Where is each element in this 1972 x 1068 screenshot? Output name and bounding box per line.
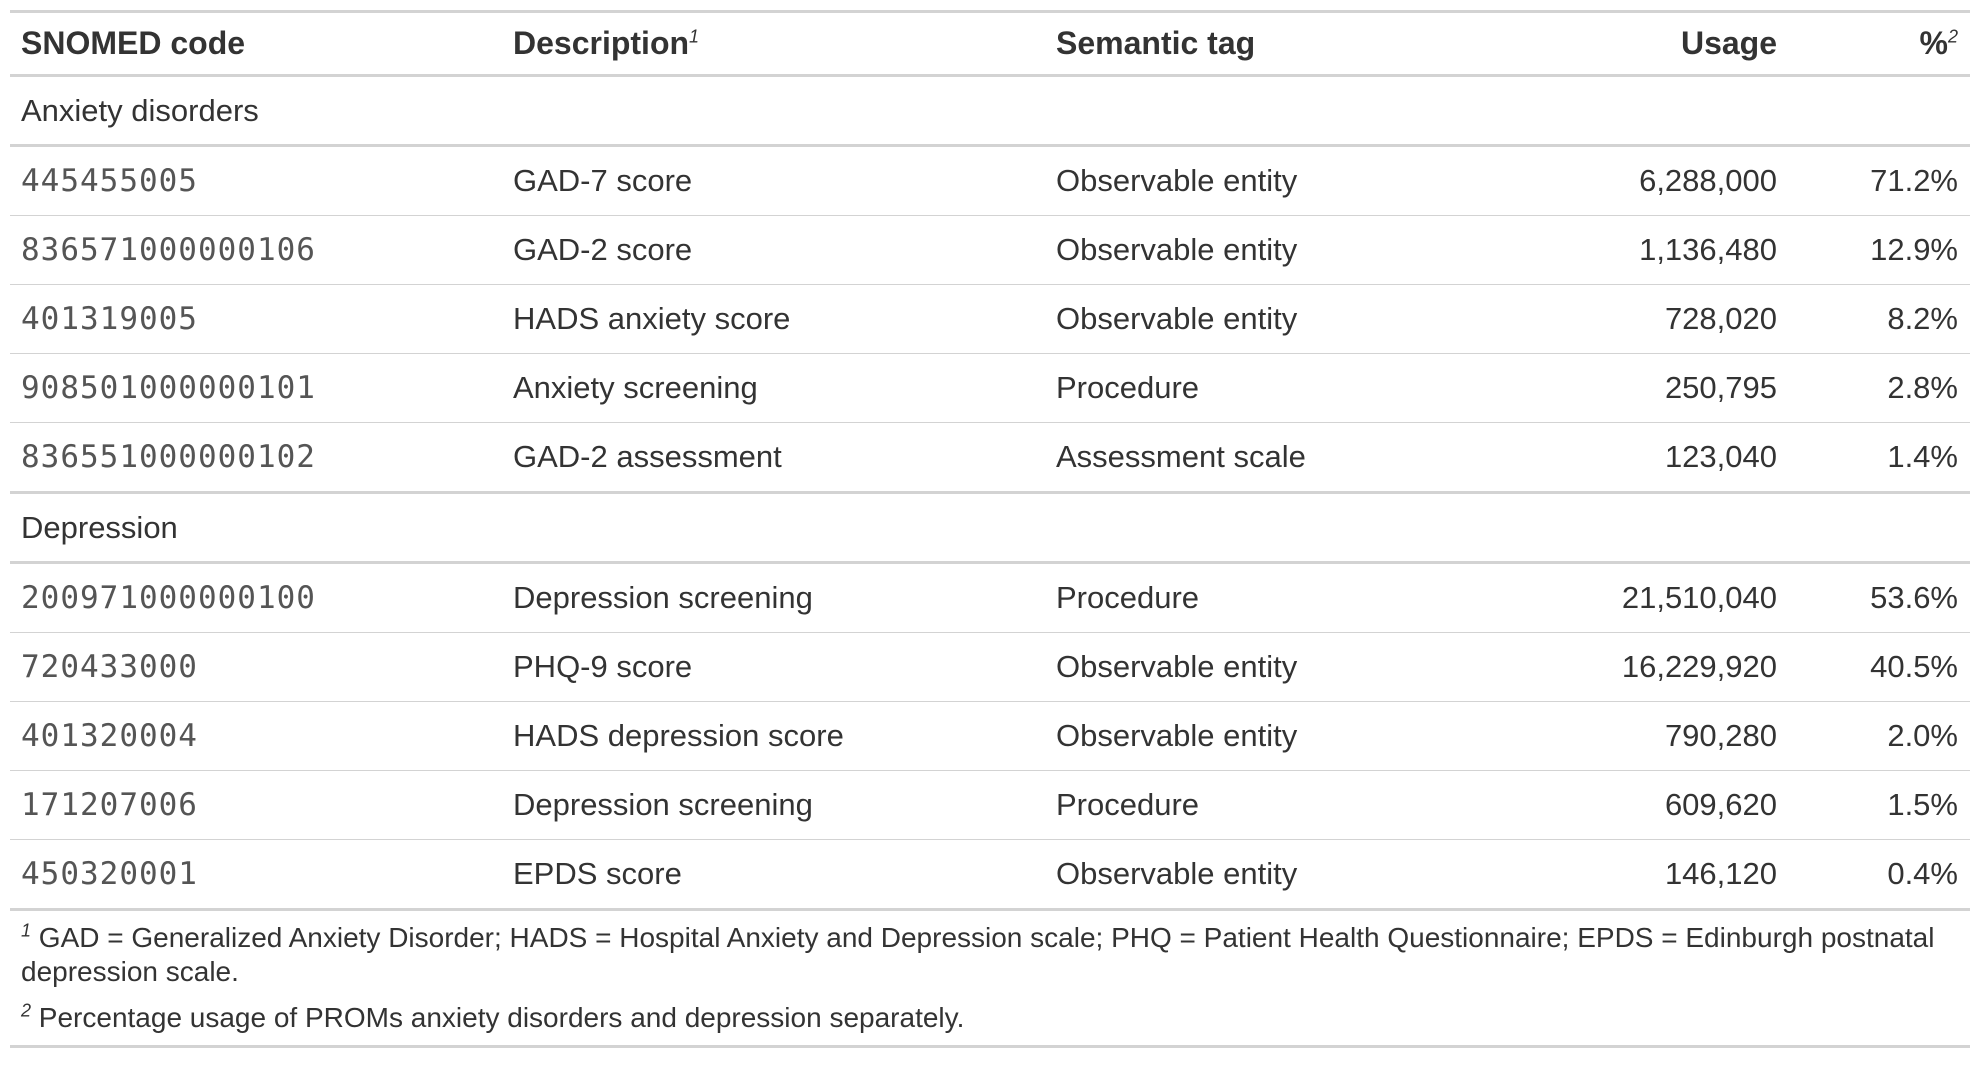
cell-percent: 0.4% (1789, 839, 1970, 911)
table-row: 720433000 PHQ-9 score Observable entity 16,… (10, 632, 1970, 702)
cell-usage: 250,795 (1507, 353, 1789, 423)
cell-snomed-code: 171207006 (10, 770, 502, 840)
cell-semantic-tag: Observable entity (1045, 215, 1507, 285)
cell-usage: 609,620 (1507, 770, 1789, 840)
footnote-2-mark: 2 (21, 1000, 32, 1021)
cell-snomed-code: 720433000 (10, 632, 502, 702)
header-snomed-code: SNOMED code (10, 11, 502, 77)
cell-percent: 71.2% (1789, 145, 1970, 216)
cell-description: GAD-7 score (502, 145, 1045, 216)
cell-snomed-code: 450320001 (10, 839, 502, 911)
cell-usage: 16,229,920 (1507, 632, 1789, 702)
cell-semantic-tag: Procedure (1045, 770, 1507, 840)
footnote-1-text: GAD = Generalized Anxiety Disorder; HADS… (21, 922, 1935, 987)
table-container: SNOMED code Description1 Semantic tag Us… (10, 10, 1970, 1048)
cell-snomed-code: 908501000000101 (10, 353, 502, 423)
header-description: Description1 (502, 11, 1045, 77)
cell-semantic-tag: Observable entity (1045, 839, 1507, 911)
cell-semantic-tag: Procedure (1045, 562, 1507, 633)
cell-percent: 53.6% (1789, 562, 1970, 633)
group-row: Anxiety disorders (10, 75, 1970, 147)
table-row: 200971000000100 Depression screening Proce… (10, 562, 1970, 633)
table-row: 171207006 Depression screening Procedure 60… (10, 770, 1970, 840)
cell-snomed-code: 401319005 (10, 284, 502, 354)
table-row: 836551000000102 GAD-2 assessment Assessmen… (10, 422, 1970, 494)
footnote-2-text: Percentage usage of PROMs anxiety disord… (38, 1002, 965, 1033)
cell-semantic-tag: Observable entity (1045, 701, 1507, 771)
table-row: 450320001 EPDS score Observable entity 146,… (10, 839, 1970, 911)
cell-snomed-code: 401320004 (10, 701, 502, 771)
cell-usage: 790,280 (1507, 701, 1789, 771)
cell-description: EPDS score (502, 839, 1045, 911)
cell-semantic-tag: Procedure (1045, 353, 1507, 423)
cell-usage: 146,120 (1507, 839, 1789, 911)
table-row: 445455005 GAD-7 score Observable entity 6,2… (10, 145, 1970, 216)
cell-description: HADS depression score (502, 701, 1045, 771)
table-footnotes: 1 GAD = Generalized Anxiety Disorder; HA… (10, 910, 1970, 1047)
cell-semantic-tag: Observable entity (1045, 632, 1507, 702)
header-snomed-code-label: SNOMED code (21, 25, 246, 61)
cell-percent: 40.5% (1789, 632, 1970, 702)
group-label: Anxiety disorders (10, 75, 1970, 147)
cell-percent: 2.0% (1789, 701, 1970, 771)
cell-percent: 1.4% (1789, 422, 1970, 494)
cell-snomed-code: 836571000000106 (10, 215, 502, 285)
cell-semantic-tag: Observable entity (1045, 284, 1507, 354)
cell-semantic-tag: Assessment scale (1045, 422, 1507, 494)
footnote-1-mark: 1 (21, 920, 32, 941)
cell-usage: 1,136,480 (1507, 215, 1789, 285)
table-header: SNOMED code Description1 Semantic tag Us… (10, 11, 1970, 77)
header-usage: Usage (1507, 11, 1789, 77)
table-row: 401320004 HADS depression score Observable… (10, 701, 1970, 771)
cell-description: PHQ-9 score (502, 632, 1045, 702)
header-semantic-tag: Semantic tag (1045, 11, 1507, 77)
group-row: Depression (10, 492, 1970, 564)
header-description-label: Description (513, 25, 690, 61)
table-row: 908501000000101 Anxiety screening Procedur… (10, 353, 1970, 423)
table-body: Anxiety disorders 445455005 GAD-7 score Obs… (10, 75, 1970, 911)
cell-percent: 2.8% (1789, 353, 1970, 423)
footnote-row: 1 GAD = Generalized Anxiety Disorder; HA… (10, 910, 1970, 996)
cell-description: Depression screening (502, 562, 1045, 633)
footnote-2: 2 Percentage usage of PROMs anxiety diso… (10, 995, 1970, 1047)
footnote-mark-1: 1 (689, 26, 700, 47)
cell-usage: 21,510,040 (1507, 562, 1789, 633)
cell-description: Anxiety screening (502, 353, 1045, 423)
cell-description: HADS anxiety score (502, 284, 1045, 354)
footnote-mark-2: 2 (1947, 26, 1958, 47)
cell-snomed-code: 200971000000100 (10, 562, 502, 633)
cell-usage: 123,040 (1507, 422, 1789, 494)
cell-percent: 12.9% (1789, 215, 1970, 285)
cell-percent: 1.5% (1789, 770, 1970, 840)
cell-snomed-code: 836551000000102 (10, 422, 502, 494)
cell-description: GAD-2 score (502, 215, 1045, 285)
group-label: Depression (10, 492, 1970, 564)
table-row: 836571000000106 GAD-2 score Observable ent… (10, 215, 1970, 285)
header-percent-label: % (1919, 25, 1948, 61)
footnote-1: 1 GAD = Generalized Anxiety Disorder; HA… (10, 910, 1970, 996)
cell-percent: 8.2% (1789, 284, 1970, 354)
footnote-row: 2 Percentage usage of PROMs anxiety diso… (10, 995, 1970, 1047)
cell-description: Depression screening (502, 770, 1045, 840)
header-row: SNOMED code Description1 Semantic tag Us… (10, 11, 1970, 77)
cell-snomed-code: 445455005 (10, 145, 502, 216)
header-usage-label: Usage (1680, 25, 1777, 61)
header-semantic-tag-label: Semantic tag (1056, 25, 1256, 61)
cell-usage: 6,288,000 (1507, 145, 1789, 216)
header-percent: %2 (1789, 11, 1970, 77)
cell-description: GAD-2 assessment (502, 422, 1045, 494)
snomed-usage-table: SNOMED code Description1 Semantic tag Us… (10, 10, 1970, 1048)
cell-semantic-tag: Observable entity (1045, 145, 1507, 216)
cell-usage: 728,020 (1507, 284, 1789, 354)
table-row: 401319005 HADS anxiety score Observable en… (10, 284, 1970, 354)
